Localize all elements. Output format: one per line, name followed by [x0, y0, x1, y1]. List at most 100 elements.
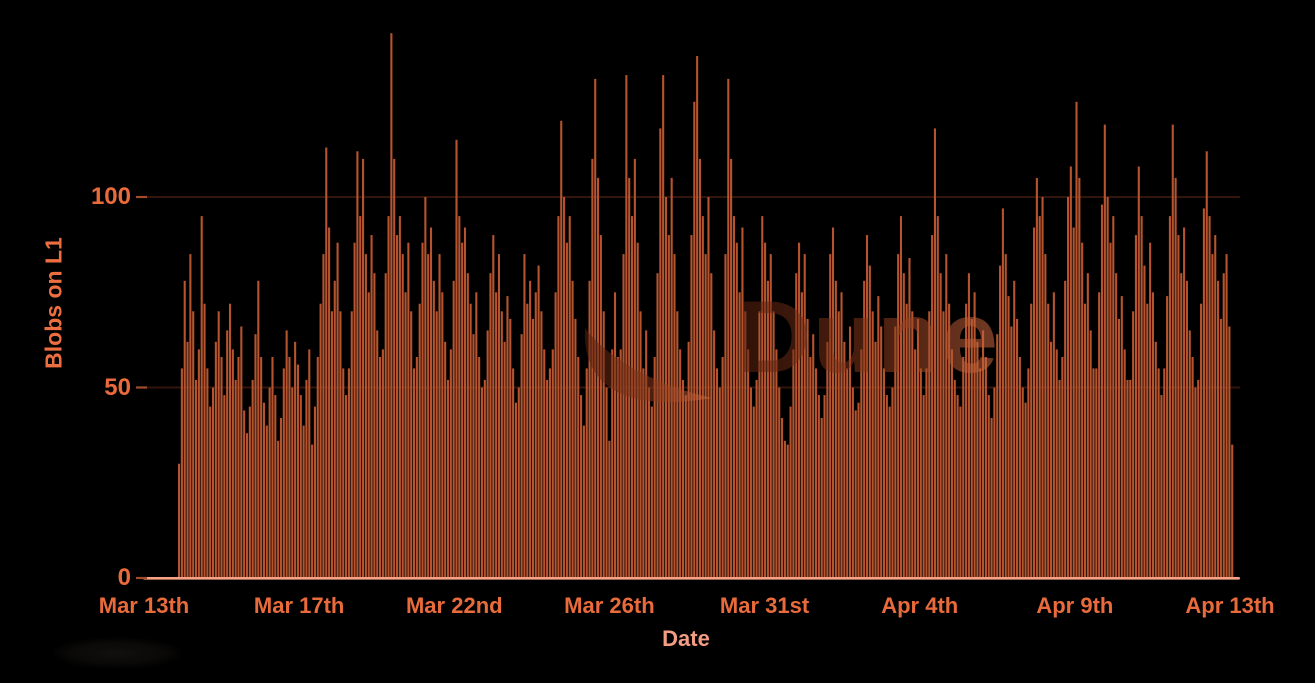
bar: [823, 395, 826, 579]
bar: [1214, 235, 1217, 579]
bar: [778, 387, 781, 579]
bar: [863, 280, 866, 579]
bar: [1027, 368, 1030, 579]
faint-corner-smudge: [52, 638, 182, 668]
bar: [792, 349, 795, 579]
bar: [815, 368, 818, 579]
bar: [480, 387, 484, 579]
bar: [698, 158, 702, 579]
bar: [939, 273, 942, 579]
bar: [874, 341, 877, 579]
bar: [543, 349, 546, 579]
bar: [764, 242, 767, 579]
bar: [622, 254, 625, 579]
bar: [557, 216, 560, 579]
bar: [800, 292, 803, 580]
bar: [789, 406, 792, 579]
bar: [192, 311, 195, 579]
x-tick-label: Mar 17th: [253, 593, 345, 618]
bar: [948, 303, 951, 579]
bar: [186, 341, 189, 579]
bar: [837, 311, 840, 579]
bar: [274, 395, 277, 579]
bar: [534, 292, 537, 580]
bar: [710, 273, 713, 579]
bar: [1166, 296, 1169, 579]
bar: [444, 341, 447, 579]
bar: [987, 395, 990, 579]
x-tick-label: Apr 9th: [1036, 593, 1114, 618]
bar: [1123, 349, 1126, 579]
bar: [611, 349, 614, 579]
bar: [1092, 368, 1095, 579]
bar: [696, 56, 699, 579]
bar: [1010, 326, 1013, 579]
bar: [472, 334, 475, 579]
bar: [387, 216, 390, 579]
bar: [458, 216, 461, 579]
x-axis-line: [143, 577, 1240, 580]
bar: [749, 387, 752, 579]
bar: [251, 379, 254, 579]
bar: [894, 326, 897, 579]
bar: [1174, 177, 1177, 579]
bar: [735, 242, 738, 579]
bar: [656, 273, 659, 579]
watermark-text: Dune: [737, 280, 1000, 394]
bar: [888, 406, 891, 579]
bar: [902, 273, 905, 579]
bar: [650, 406, 653, 579]
bar: [877, 296, 880, 579]
bar: [217, 311, 220, 579]
bar: [931, 235, 934, 579]
bar: [769, 254, 772, 579]
bar: [1024, 402, 1027, 579]
bar: [1132, 311, 1135, 579]
bar: [1137, 166, 1140, 579]
bar: [1089, 330, 1092, 579]
bar: [848, 326, 852, 579]
bar: [517, 387, 520, 579]
bar: [452, 280, 455, 579]
bar: [449, 349, 452, 579]
bar: [285, 330, 288, 579]
bar: [537, 265, 540, 579]
bar: [616, 357, 619, 579]
bar: [608, 440, 611, 579]
bar: [1117, 318, 1121, 579]
bar: [687, 341, 690, 579]
bar: [834, 280, 837, 579]
bar: [868, 265, 871, 579]
bar: [676, 311, 679, 579]
bar: [653, 357, 656, 579]
bar: [1115, 273, 1118, 579]
bar: [563, 197, 566, 579]
bar: [1072, 227, 1075, 579]
bar: [418, 303, 421, 579]
bar: [1217, 280, 1220, 579]
bar: [1032, 227, 1036, 579]
bar: [965, 303, 968, 579]
bar: [1066, 197, 1070, 579]
bar: [1061, 357, 1064, 579]
bar: [1021, 387, 1024, 579]
dune-swoosh-logo-icon: [584, 328, 712, 403]
bar: [775, 349, 778, 579]
bar: [379, 357, 382, 579]
y-tick-marks: [136, 195, 147, 580]
bar: [322, 254, 325, 579]
bar: [1208, 216, 1211, 579]
bar: [463, 227, 467, 579]
bar: [1004, 254, 1007, 579]
bar: [574, 318, 577, 579]
bar: [585, 368, 588, 579]
bar: [645, 330, 648, 579]
bar: [990, 418, 993, 579]
x-tick-label: Mar 22nd: [405, 593, 503, 618]
bar: [243, 410, 246, 579]
bar: [495, 292, 498, 580]
bar: [435, 311, 438, 579]
bar: [1191, 357, 1194, 579]
bar: [967, 273, 970, 579]
